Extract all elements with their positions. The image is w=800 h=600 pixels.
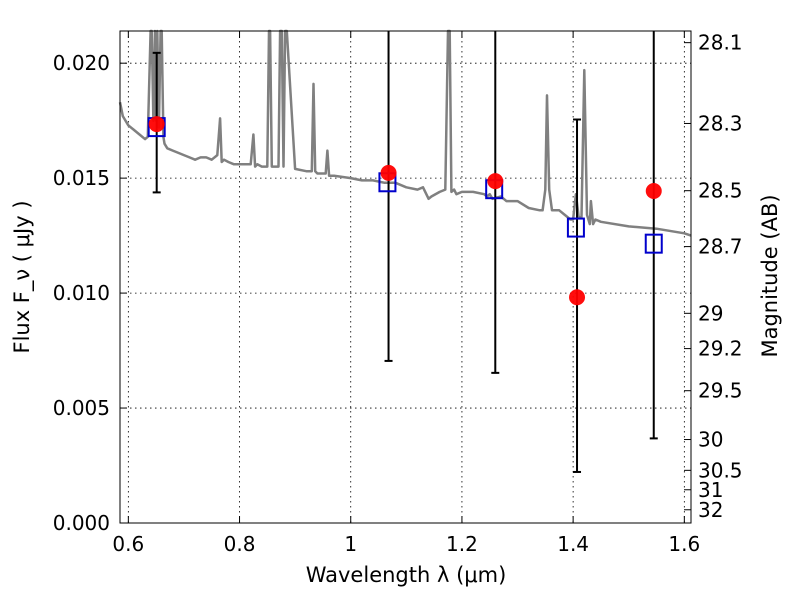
observed-point-marker [569, 289, 586, 306]
x-tick-label: 1.6 [668, 532, 700, 556]
x-axis-label: Wavelength λ (μm) [306, 563, 507, 587]
y-tick-label: 0.000 [53, 511, 110, 535]
right-tick-label: 29 [698, 301, 723, 325]
right-tick-label: 32 [698, 498, 723, 522]
right-axis-label: Magnitude (AB) [758, 194, 782, 357]
y-tick-label: 0.015 [53, 166, 110, 190]
x-tick-label: 1.4 [557, 532, 589, 556]
observed-point-marker [380, 164, 397, 181]
right-tick-label: 28.5 [698, 179, 743, 203]
right-tick-label: 29.2 [698, 337, 743, 361]
right-tick-label: 31 [698, 478, 723, 502]
right-tick-label: 28.7 [698, 235, 743, 259]
observed-point-marker [645, 183, 662, 200]
right-tick-label: 29.5 [698, 379, 743, 403]
right-tick-label: 28.3 [698, 111, 743, 135]
model-square-marker [644, 233, 663, 254]
y-tick-label: 0.010 [53, 281, 110, 305]
spectrum-line [118, 29, 692, 237]
model-square-marker [566, 217, 585, 238]
spectrum-layer [118, 29, 692, 237]
ticks-layer: 0.6 0.8 1 1.2 1.4 1.6 0.000 0.005 0.010 0.015 0.02… [53, 31, 743, 556]
right-tick-label: 30 [698, 428, 723, 452]
plot-frame [119, 30, 692, 524]
x-tick-label: 1.2 [446, 532, 478, 556]
observed-point-marker [487, 173, 504, 190]
grid-layer [120, 31, 691, 523]
x-tick-label: 0.8 [224, 532, 256, 556]
y-tick-label: 0.005 [53, 396, 110, 420]
x-tick-label: 0.6 [112, 532, 144, 556]
right-tick-label: 30.5 [698, 458, 743, 482]
x-tick-label: 1 [344, 532, 357, 556]
y-tick-label: 0.020 [53, 51, 110, 75]
right-tick-label: 28.1 [698, 31, 743, 55]
observed-point-marker [148, 116, 165, 133]
errorbar-layer [152, 31, 658, 473]
points-layer [147, 116, 663, 306]
y-axis-label: Flux F_ν ( μJy ) [10, 200, 35, 353]
